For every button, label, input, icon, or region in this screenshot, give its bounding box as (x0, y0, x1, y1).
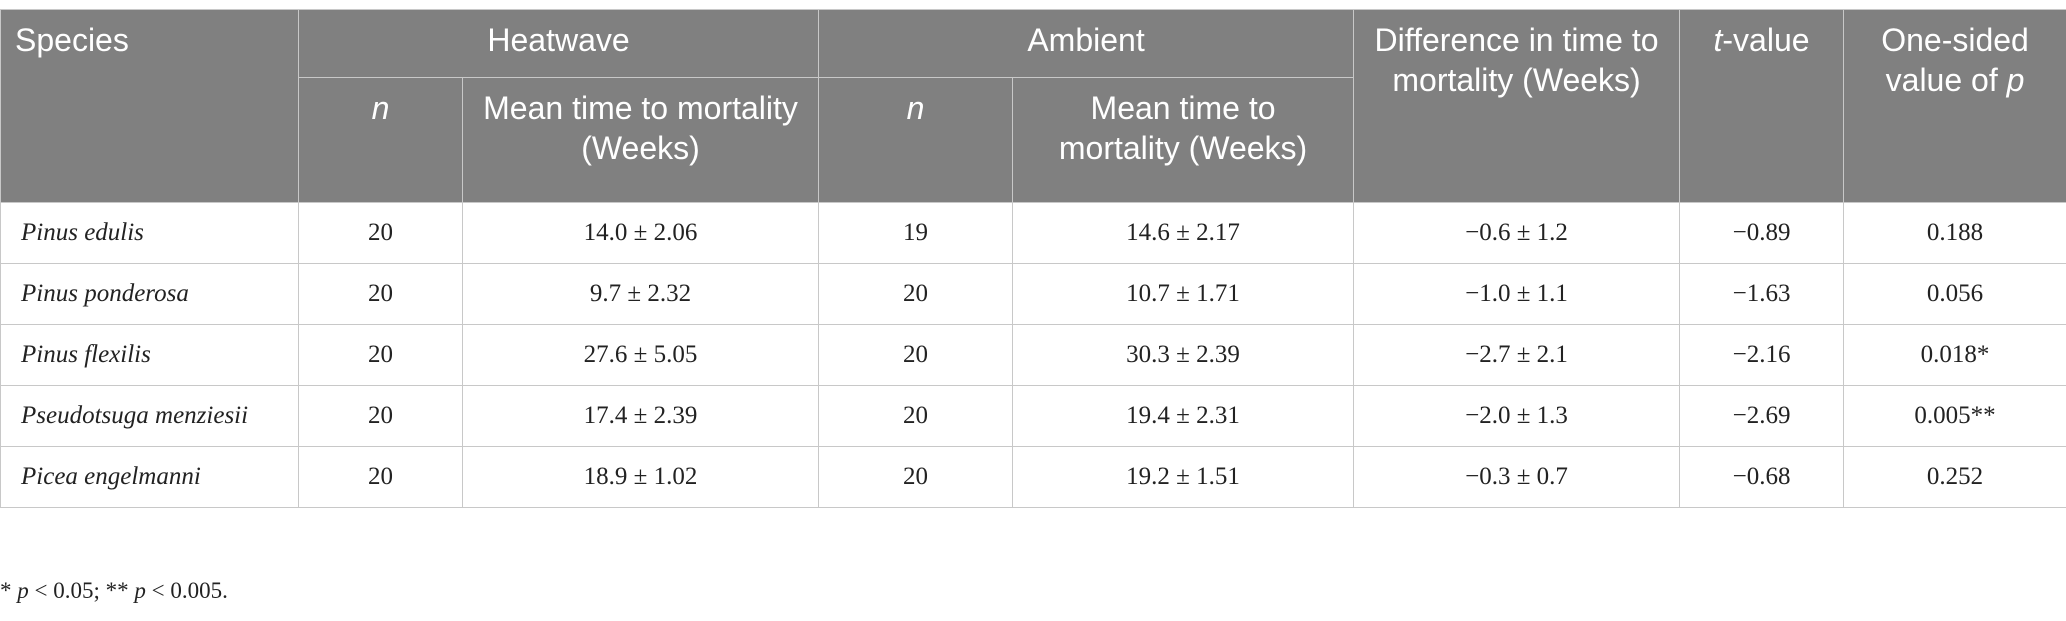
cell-ambient-mean: 14.6 ± 2.17 (1012, 202, 1355, 264)
cell-difference: −2.0 ± 1.3 (1353, 385, 1681, 447)
cell-species: Picea engelmanni (0, 446, 299, 508)
table-row: Pinus edulis 20 14.0 ± 2.06 19 14.6 ± 2.17 −0… (0, 202, 2066, 264)
cell-p-value: 0.188 (1843, 202, 2066, 264)
cell-ambient-mean: 30.3 ± 2.39 (1012, 324, 1355, 386)
header-p-text: One-sided value of (1881, 22, 2029, 98)
cell-heatwave-mean: 9.7 ± 2.32 (461, 263, 820, 325)
footnote-p: p (134, 578, 146, 603)
cell-t-value: −0.89 (1679, 202, 1845, 264)
cell-difference: −2.7 ± 2.1 (1353, 324, 1681, 386)
header-species: Species (0, 9, 299, 203)
table-row: Pinus ponderosa 20 9.7 ± 2.32 20 10.7 ± 1.71… (0, 263, 2066, 325)
cell-heatwave-mean: 17.4 ± 2.39 (461, 385, 820, 447)
cell-difference: −1.0 ± 1.1 (1353, 263, 1681, 325)
table-row: Pseudotsuga menziesii 20 17.4 ± 2.39 20 19.4… (0, 385, 2066, 447)
cell-heatwave-mean: 18.9 ± 1.02 (461, 446, 820, 508)
cell-species: Pinus flexilis (0, 324, 299, 386)
cell-ambient-mean: 10.7 ± 1.71 (1012, 263, 1355, 325)
header-t-rest: -value (1722, 22, 1810, 58)
cell-p-value: 0.056 (1843, 263, 2066, 325)
cell-species: Pseudotsuga menziesii (0, 385, 299, 447)
cell-ambient-n: 19 (818, 202, 1014, 264)
cell-t-value: −1.63 (1679, 263, 1845, 325)
cell-ambient-n: 20 (818, 324, 1014, 386)
cell-ambient-n: 20 (818, 385, 1014, 447)
header-mean: Mean time to mortality (Weeks) (1012, 77, 1355, 203)
cell-difference: −0.6 ± 1.2 (1353, 202, 1681, 264)
cell-p-value: 0.018* (1843, 324, 2066, 386)
header-n: n (818, 77, 1014, 203)
header-n: n (298, 77, 463, 203)
header-t-value: t-value (1679, 9, 1845, 203)
cell-heatwave-mean: 14.0 ± 2.06 (461, 202, 820, 264)
table-body: Pinus edulis 20 14.0 ± 2.06 19 14.6 ± 2.17 −0… (0, 202, 2066, 508)
header-t: t (1713, 22, 1723, 58)
cell-ambient-mean: 19.2 ± 1.51 (1012, 446, 1355, 508)
cell-species: Pinus edulis (0, 202, 299, 264)
cell-p-value: 0.005** (1843, 385, 2066, 447)
header-p-value: One-sided value of p (1843, 9, 2066, 203)
footnote-text: < 0.005. (145, 578, 228, 603)
cell-t-value: −2.69 (1679, 385, 1845, 447)
cell-heatwave-mean: 27.6 ± 5.05 (461, 324, 820, 386)
cell-species: Pinus ponderosa (0, 263, 299, 325)
header-ambient: Ambient (818, 9, 1355, 78)
header-difference: Difference in time to mortality (Weeks) (1353, 9, 1681, 203)
cell-ambient-mean: 19.4 ± 2.31 (1012, 385, 1355, 447)
header-p: p (2006, 62, 2025, 98)
cell-t-value: −0.68 (1679, 446, 1845, 508)
footnote-p: p (17, 578, 29, 603)
cell-difference: −0.3 ± 0.7 (1353, 446, 1681, 508)
table-row: Picea engelmanni 20 18.9 ± 1.02 20 19.2 ± 1.… (0, 446, 2066, 508)
cell-heatwave-n: 20 (298, 202, 463, 264)
cell-heatwave-n: 20 (298, 263, 463, 325)
cell-p-value: 0.252 (1843, 446, 2066, 508)
cell-ambient-n: 20 (818, 446, 1014, 508)
cell-ambient-n: 20 (818, 263, 1014, 325)
footnote: * p < 0.05; ** p < 0.005. (0, 578, 228, 604)
cell-heatwave-n: 20 (298, 446, 463, 508)
results-table: Species Heatwave Ambient Difference in t… (0, 9, 2066, 508)
footnote-text: * (0, 578, 18, 603)
table-row: Pinus flexilis 20 27.6 ± 5.05 20 30.3 ± 2.39… (0, 324, 2066, 386)
footnote-text: < 0.05; ** (28, 578, 135, 603)
header-mean: Mean time to mortality (Weeks) (461, 77, 820, 203)
cell-heatwave-n: 20 (298, 385, 463, 447)
cell-heatwave-n: 20 (298, 324, 463, 386)
header-heatwave: Heatwave (297, 9, 820, 78)
cell-t-value: −2.16 (1679, 324, 1845, 386)
